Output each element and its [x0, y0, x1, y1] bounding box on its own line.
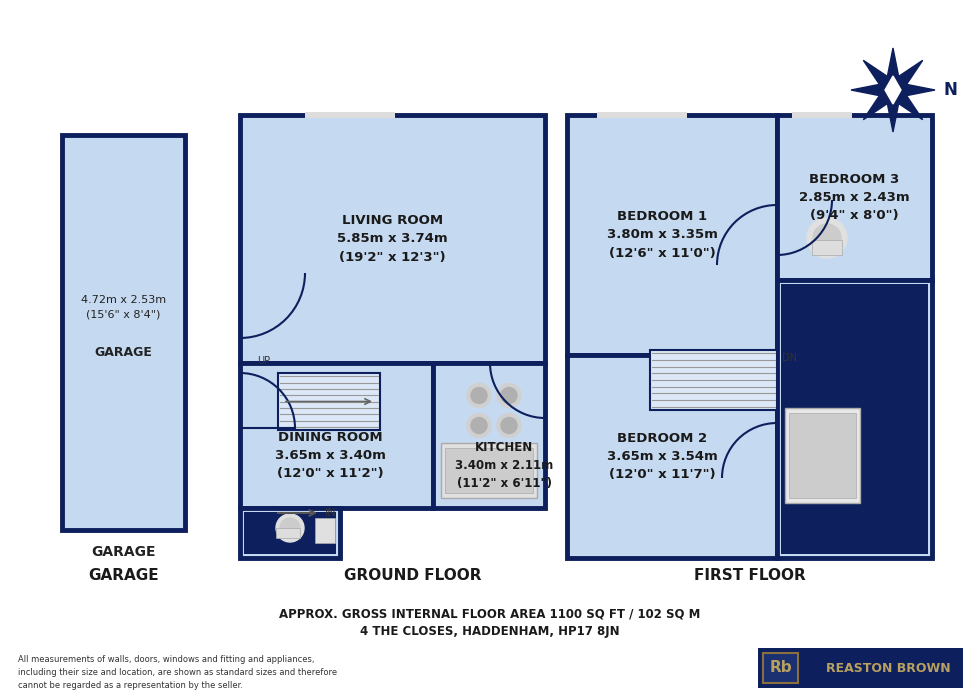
Bar	[597, 112, 687, 118]
Bar	[62, 135, 185, 530]
Circle shape	[501, 417, 517, 433]
Circle shape	[280, 518, 300, 538]
Text: GROUND FLOOR: GROUND FLOOR	[344, 567, 481, 583]
Bar	[433, 363, 545, 508]
Bar	[785, 408, 860, 503]
Circle shape	[467, 414, 491, 437]
Polygon shape	[885, 76, 901, 104]
Bar	[567, 115, 777, 355]
Circle shape	[813, 224, 841, 252]
Text: All measurements of walls, doors, windows and fitting and appliances,
including : All measurements of walls, doors, window…	[18, 655, 337, 691]
Text: APPROX. GROSS INTERNAL FLOOR AREA 1100 SQ FT / 102 SQ M: APPROX. GROSS INTERNAL FLOOR AREA 1100 S…	[279, 608, 701, 621]
Bar	[305, 112, 395, 118]
Text: GARAGE: GARAGE	[94, 346, 153, 359]
Bar	[240, 508, 340, 558]
Bar	[792, 112, 852, 118]
Bar	[777, 280, 932, 558]
Bar	[597, 107, 687, 115]
Text: REASTON BROWN: REASTON BROWN	[826, 662, 951, 675]
Bar	[305, 107, 395, 115]
Text: GARAGE: GARAGE	[91, 545, 156, 559]
Bar	[758, 648, 963, 688]
Bar	[789, 413, 856, 498]
Text: 4 THE CLOSES, HADDENHAM, HP17 8JN: 4 THE CLOSES, HADDENHAM, HP17 8JN	[361, 626, 619, 639]
Bar	[792, 107, 852, 115]
Text: FIRST FLOOR: FIRST FLOOR	[694, 567, 806, 583]
Text: 4.72m x 2.53m
(15'6" x 8'4"): 4.72m x 2.53m (15'6" x 8'4")	[81, 295, 166, 320]
Text: KITCHEN
3.40m x 2.11m
(11'2" x 6'11"): KITCHEN 3.40m x 2.11m (11'2" x 6'11")	[455, 441, 553, 490]
Bar	[244, 512, 336, 554]
Text: N: N	[943, 81, 956, 99]
Circle shape	[276, 514, 304, 542]
Circle shape	[497, 383, 521, 408]
Circle shape	[471, 388, 487, 403]
Bar	[567, 355, 777, 558]
Bar	[278, 373, 380, 430]
Text: DINING ROOM
3.65m x 3.40m
(12'0" x 11'2"): DINING ROOM 3.65m x 3.40m (12'0" x 11'2"…	[274, 431, 385, 480]
Text: UP: UP	[257, 356, 270, 366]
Bar	[441, 443, 537, 498]
Text: BEDROOM 2
3.65m x 3.54m
(12'0" x 11'7"): BEDROOM 2 3.65m x 3.54m (12'0" x 11'7")	[607, 432, 717, 481]
Bar	[240, 115, 545, 363]
Bar	[276, 528, 300, 538]
Polygon shape	[851, 48, 935, 132]
Circle shape	[807, 218, 847, 258]
Text: BEDROOM 3
2.85m x 2.43m
(9'4" x 8'0"): BEDROOM 3 2.85m x 2.43m (9'4" x 8'0")	[799, 173, 909, 222]
Circle shape	[497, 414, 521, 437]
Text: Rb: Rb	[769, 660, 792, 675]
Circle shape	[501, 388, 517, 403]
Bar	[445, 448, 533, 493]
Text: DN: DN	[782, 353, 797, 363]
Bar	[812, 240, 842, 255]
Text: IN: IN	[325, 508, 336, 518]
Text: BEDROOM 1
3.80m x 3.35m
(12'6" x 11'0"): BEDROOM 1 3.80m x 3.35m (12'6" x 11'0")	[607, 210, 717, 260]
Bar	[240, 363, 433, 508]
Bar	[781, 284, 928, 554]
Circle shape	[471, 417, 487, 433]
Bar	[315, 518, 335, 543]
Text: LIVING ROOM
5.85m x 3.74m
(19'2" x 12'3"): LIVING ROOM 5.85m x 3.74m (19'2" x 12'3"…	[337, 215, 448, 264]
Bar	[650, 350, 777, 410]
Bar	[763, 653, 798, 683]
Text: GARAGE: GARAGE	[88, 567, 159, 583]
Bar	[777, 115, 932, 280]
Circle shape	[467, 383, 491, 408]
